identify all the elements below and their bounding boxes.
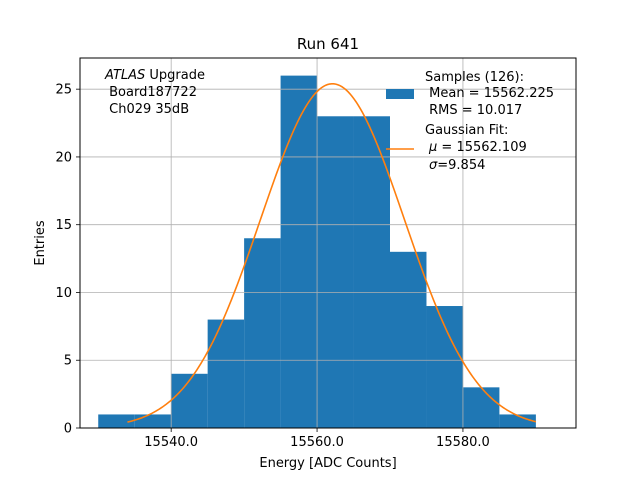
y-tick-label: 15 [55, 218, 72, 233]
histogram-bar [390, 251, 427, 428]
histogram-bar [426, 306, 463, 428]
y-tick-label: 25 [55, 83, 72, 98]
x-tick-label: 15580.0 [436, 435, 490, 450]
y-tick-label: 5 [64, 354, 72, 369]
plot-frame [79, 57, 577, 429]
x-axis-ticks: 15540.0 15560.0 15580.0 [144, 428, 490, 450]
y-tick-label: 10 [55, 286, 72, 301]
annotation-line-3: Ch029 35dB [105, 102, 189, 117]
annotation-line-1: ATLAS Upgrade [104, 68, 205, 83]
histogram-bar [317, 116, 354, 429]
x-tick-label: 15540.0 [144, 435, 198, 450]
chart-title: Run 641 [297, 35, 359, 53]
x-tick-label: 15560.0 [290, 435, 344, 450]
legend-fit-line-3: σ=9.854 [429, 158, 485, 173]
gaussian-fit-curve [127, 82, 537, 423]
x-axis-label: Energy [ADC Counts] [259, 456, 396, 471]
annotation-line-2: Board187722 [105, 85, 197, 100]
histogram-bar [134, 414, 172, 428]
experiment-annotation: ATLAS Upgrade Board187722 Ch029 35dB [104, 68, 205, 117]
histogram-bar [462, 387, 500, 428]
y-axis-label: Entries [33, 220, 48, 266]
legend: Samples (126): Mean = 15562.225 RMS = 10… [386, 70, 554, 173]
y-axis-ticks: 0 5 10 15 20 25 [55, 83, 80, 437]
histogram-bar [207, 319, 245, 428]
legend-fit-line-1: Gaussian Fit: [425, 123, 508, 138]
histogram-bar [171, 373, 208, 428]
histogram-bars [98, 75, 536, 429]
legend-samples-line-1: Samples (126): [425, 70, 524, 85]
histogram-bar [353, 116, 390, 429]
histogram-bar [499, 414, 536, 428]
y-tick-label: 0 [64, 422, 72, 437]
y-tick-label: 20 [55, 150, 72, 165]
legend-samples-line-2: Mean = 15562.225 [425, 86, 554, 101]
legend-fit-line-2: μ = 15562.109 [428, 140, 527, 155]
histogram-bar [244, 238, 281, 428]
legend-samples-line-3: RMS = 10.017 [425, 103, 522, 118]
histogram-bar [280, 75, 318, 428]
legend-samples-patch [386, 89, 414, 99]
histogram-bar [98, 414, 135, 428]
